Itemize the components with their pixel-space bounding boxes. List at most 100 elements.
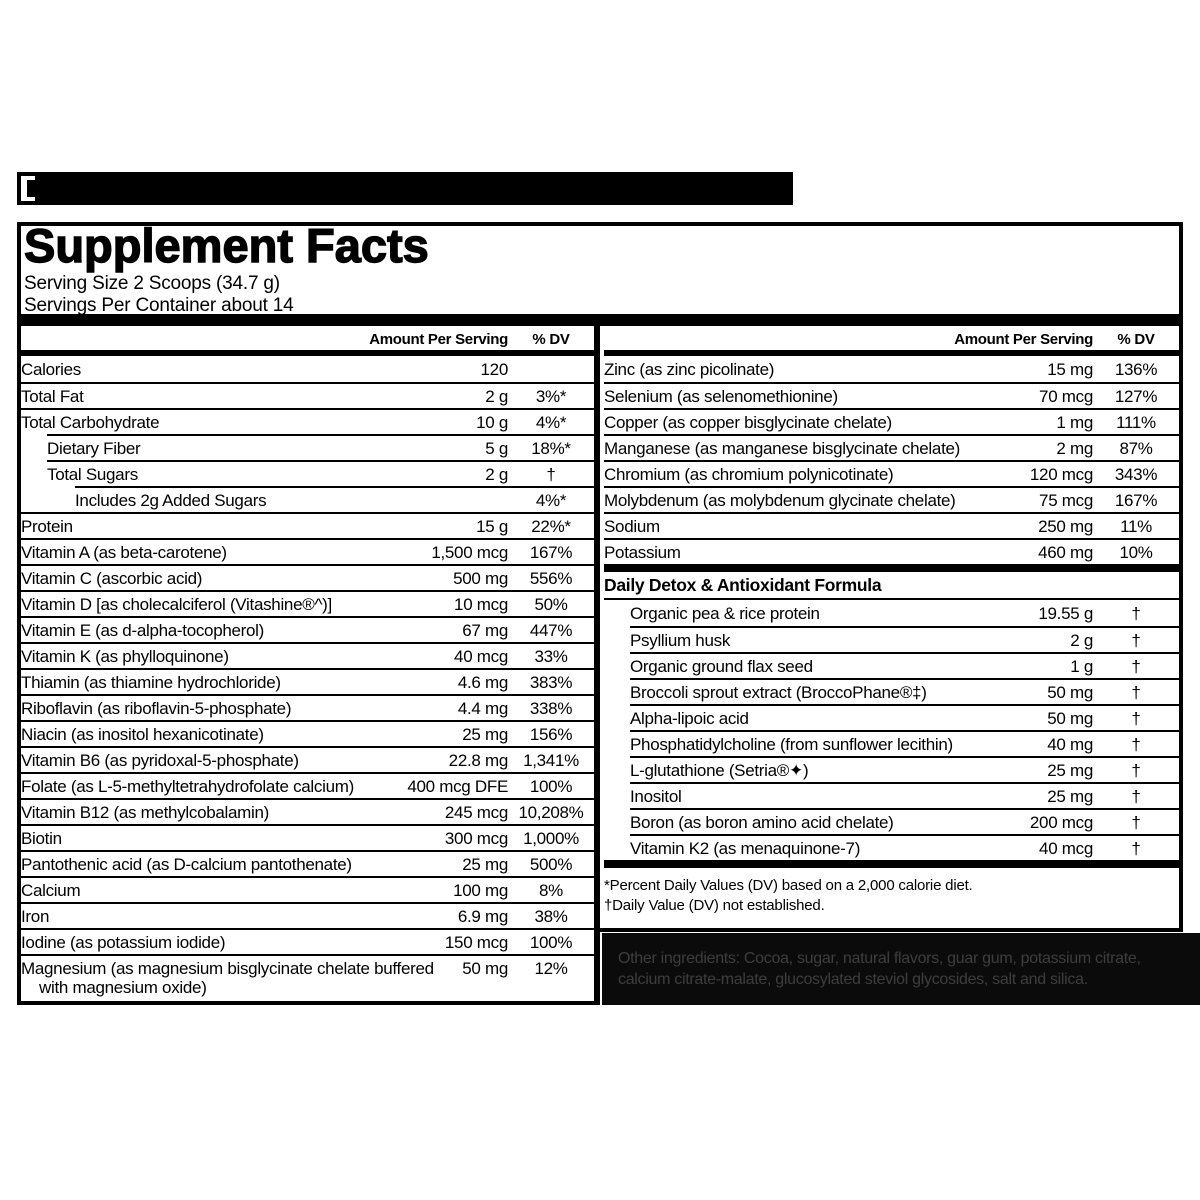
nutrient-amount: 200 mcg	[1029, 812, 1093, 832]
nutrient-row: Folate (as L-5-methyltetrahydrofolate ca…	[21, 772, 594, 798]
nutrient-row: Vitamin K (as phylloquinone) 40 mcg 33%	[21, 642, 594, 668]
nutrient-row: Vitamin E (as d-alpha-tocopherol) 67 mg 44…	[21, 616, 594, 642]
column-divider	[594, 326, 600, 1001]
nutrient-amount: 150 mcg	[444, 932, 508, 952]
nutrient-label: Broccoli sprout extract (BroccoPhane®‡)	[630, 682, 927, 702]
nutrient-row: Manganese (as manganese bisglycinate che…	[604, 434, 1179, 460]
nutrient-label: Inositol	[630, 786, 682, 806]
nutrient-row: Magnesium (as magnesium bisglycinate che…	[21, 954, 594, 1002]
nutrient-dv: †	[1131, 838, 1141, 858]
nutrient-label: Calcium	[21, 880, 81, 900]
nutrient-row: Alpha-lipoic acid 50 mg †	[630, 704, 1179, 730]
nutrient-label: Iron	[21, 906, 50, 926]
nutrient-amount: 67 mg	[462, 620, 508, 640]
nutrient-label: Folate (as L-5-methyltetrahydrofolate ca…	[21, 776, 354, 796]
nutrient-dv: 111%	[1116, 412, 1156, 432]
nutrient-amount: 2 g	[485, 464, 508, 484]
nutrient-dv: 127%	[1114, 386, 1158, 406]
nutrient-row: Thiamin (as thiamine hydrochloride) 4.6 m…	[21, 668, 594, 694]
nutrient-label: Magnesium (as magnesium bisglycinate che…	[21, 959, 434, 997]
nutrient-dv: †	[1131, 682, 1141, 702]
nutrient-label: Vitamin K (as phylloquinone)	[21, 646, 229, 666]
supplement-facts-title: Supplement Facts	[23, 219, 429, 272]
nutrient-dv: †	[1131, 603, 1141, 623]
nutrient-label: Vitamin D [as cholecalciferol (Vitashine…	[21, 594, 332, 614]
nutrient-dv: 556%	[529, 568, 573, 588]
nutrient-row: Vitamin K2 (as menaquinone-7) 40 mcg †	[630, 834, 1179, 860]
nutrient-label: Total Fat	[21, 386, 84, 406]
footnotes-top-bar	[604, 860, 1179, 868]
nutrient-label: Boron (as boron amino acid chelate)	[630, 812, 894, 832]
nutrient-amount: 25 mg	[1047, 760, 1093, 780]
nutrient-amount: 22.8 mg	[448, 750, 509, 770]
nutrient-dv: 100%	[529, 776, 573, 796]
nutrient-row: Riboflavin (as riboflavin-5-phosphate) 4.…	[21, 694, 594, 720]
nutrient-label: Vitamin B6 (as pyridoxal-5-phosphate)	[21, 750, 299, 770]
nutrient-amount: 50 mg	[462, 959, 508, 978]
right-header-bar	[604, 350, 1179, 356]
nutrient-amount: 40 mcg	[1039, 838, 1093, 858]
nutrient-dv: 383%	[529, 672, 573, 692]
nutrient-row: Dietary Fiber 5 g 18%*	[47, 434, 594, 460]
label-frame-right	[1179, 222, 1183, 932]
nutrient-amount: 50 mg	[1047, 682, 1093, 702]
label-frame-left	[17, 222, 21, 1005]
nutrient-row: Inositol 25 mg †	[630, 782, 1179, 808]
nutrient-dv: 338%	[529, 698, 573, 718]
nutrient-row: Calories 120	[21, 356, 594, 382]
nutrient-row: Includes 2g Added Sugars 4%*	[75, 486, 594, 512]
nutrient-label: Vitamin A (as beta-carotene)	[21, 542, 227, 562]
nutrient-label: Calories	[21, 359, 81, 379]
nutrient-row: Phosphatidylcholine (from sunflower leci…	[630, 730, 1179, 756]
servings-per-container: Servings Per Container about 14	[24, 295, 294, 316]
nutrient-row: Vitamin A (as beta-carotene) 1,500 mcg 167…	[21, 538, 594, 564]
nutrient-amount: 400 mcg DFE	[407, 776, 508, 796]
cropped-letter-fragment-icon	[21, 176, 35, 201]
nutrient-row: Vitamin B12 (as methylcobalamin) 245 mcg 1…	[21, 798, 594, 824]
nutrient-row: Protein 15 g 22%*	[21, 512, 594, 538]
nutrient-amount: 120	[480, 359, 509, 379]
nutrient-label: Potassium	[604, 542, 681, 562]
nutrient-dv: 87%	[1119, 438, 1153, 458]
nutrient-dv: 167%	[1114, 490, 1158, 510]
amount-per-serving-header: Amount Per Serving	[369, 331, 508, 348]
nutrient-dv: 156%	[529, 724, 573, 744]
left-column: Amount Per Serving % DV Calories 120 Total…	[21, 328, 594, 1002]
nutrient-amount: 40 mg	[1047, 734, 1093, 754]
nutrient-label: L-glutathione (Setria®✦)	[630, 760, 809, 780]
nutrient-dv: †	[1131, 734, 1141, 754]
nutrient-label: Vitamin C (ascorbic acid)	[21, 568, 203, 588]
nutrient-label: Alpha-lipoic acid	[630, 708, 749, 728]
nutrient-amount: 19.55 g	[1038, 603, 1093, 623]
nutrient-row: Copper (as copper bisglycinate chelate) 1…	[604, 408, 1179, 434]
nutrient-amount: 460 mg	[1038, 542, 1093, 562]
nutrient-dv: 10%	[1119, 542, 1153, 562]
nutrient-row: Vitamin B6 (as pyridoxal-5-phosphate) 22.…	[21, 746, 594, 772]
other-ingredients-box: Other ingredients: Cocoa, sugar, natural…	[602, 933, 1200, 1005]
nutrient-dv: †	[1131, 630, 1141, 650]
nutrient-row: Iron 6.9 mg 38%	[21, 902, 594, 928]
percent-dv-header: % DV	[532, 331, 570, 348]
nutrient-label: Organic pea & rice protein	[630, 603, 820, 623]
detox-section-top-bar	[604, 564, 1179, 572]
nutrient-label: Vitamin K2 (as menaquinone-7)	[630, 838, 861, 858]
nutrient-label: Total Sugars	[47, 464, 138, 484]
nutrient-amount: 300 mcg	[444, 828, 508, 848]
nutrient-amount: 1 g	[1070, 656, 1093, 676]
nutrient-row: Sodium 250 mg 11%	[604, 512, 1179, 538]
nutrient-dv: 22%*	[531, 516, 571, 536]
nutrient-row: Total Fat 2 g 3%*	[21, 382, 594, 408]
nutrient-dv: 4%*	[535, 412, 567, 432]
nutrient-amount: 75 mcg	[1039, 490, 1093, 510]
footnote-dv-basis: *Percent Daily Values (DV) based on a 2,…	[604, 877, 973, 894]
amount-per-serving-header: Amount Per Serving	[954, 331, 1093, 348]
nutrient-dv: †	[546, 464, 556, 484]
nutrient-dv: 500%	[529, 854, 573, 874]
footnote-dv-not-established: †Daily Value (DV) not established.	[604, 897, 825, 914]
nutrient-amount: 25 mg	[462, 724, 508, 744]
nutrient-amount: 120 mcg	[1029, 464, 1093, 484]
nutrient-dv: †	[1131, 786, 1141, 806]
percent-dv-header: % DV	[1117, 331, 1155, 348]
nutrient-dv: 18%*	[531, 438, 571, 458]
